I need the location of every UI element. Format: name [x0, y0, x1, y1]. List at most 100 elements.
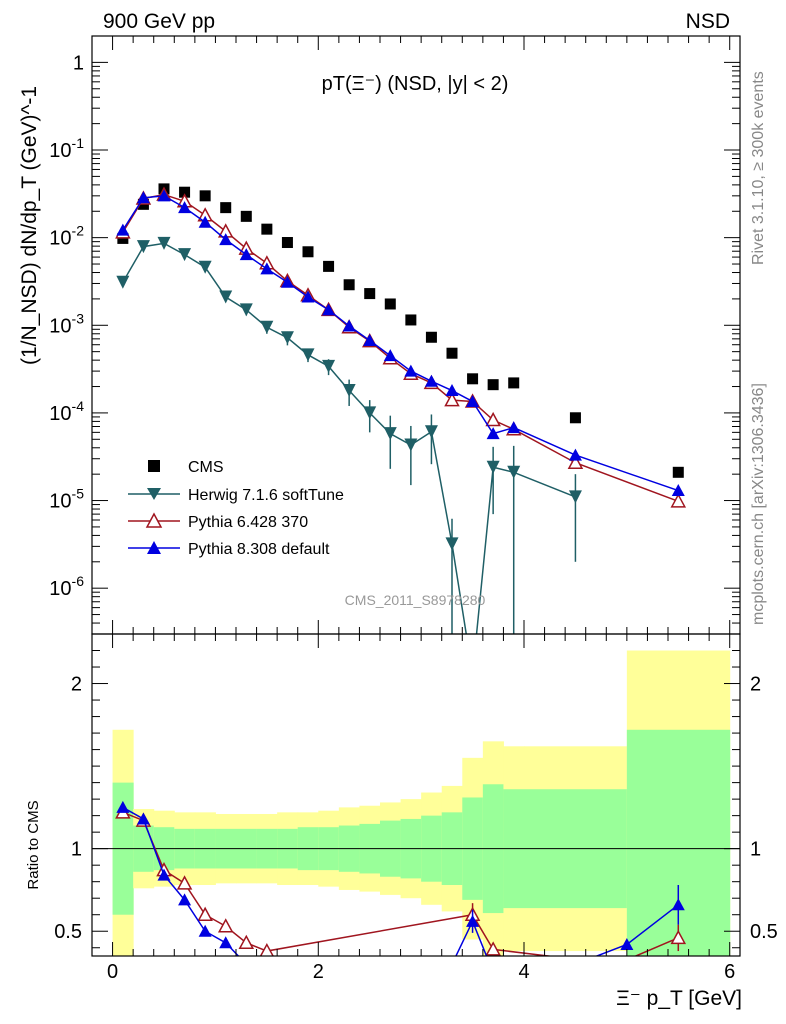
data-point-herwig	[178, 248, 192, 262]
data-point-herwig	[445, 537, 459, 551]
data-point-cms	[323, 260, 335, 272]
data-point-herwig	[322, 359, 336, 373]
ratio-point-pythia6	[197, 906, 213, 921]
data-point-herwig	[383, 427, 397, 441]
ratio-line-pythia6	[122, 811, 679, 956]
data-point-cms	[508, 377, 520, 389]
data-point-cms	[405, 314, 417, 326]
data-point-herwig	[568, 490, 582, 504]
legend-label-pythia8: Pythia 8.308 default	[188, 541, 330, 558]
data-point-pythia6	[485, 411, 501, 427]
header-left-label: 900 GeV pp	[103, 10, 215, 33]
y-tick-label: 10-6	[49, 573, 84, 600]
data-point-pythia8	[383, 349, 397, 362]
data-point-pythia8	[157, 189, 171, 202]
data-point-herwig	[363, 406, 377, 420]
data-point-cms	[364, 288, 376, 300]
y-tick-label: 10-1	[49, 135, 84, 162]
data-point-pythia8	[198, 215, 212, 228]
ratio-y-tick-label-right: 1	[750, 839, 761, 861]
data-point-cms	[487, 379, 499, 391]
data-point-pythia8	[424, 374, 438, 387]
ratio-point-pythia6	[259, 942, 274, 956]
legend-label-pythia6: Pythia 6.428 370	[188, 514, 308, 531]
data-point-pythia8	[363, 334, 377, 347]
data-point-herwig	[342, 384, 356, 398]
data-point-cms	[281, 237, 293, 249]
legend-marker-pythia8	[147, 541, 161, 554]
data-point-cms	[384, 298, 396, 310]
data-point-herwig	[486, 460, 500, 474]
analysis-watermark: CMS_2011_S8978280	[345, 592, 486, 608]
ratio-point-pythia6	[217, 918, 234, 933]
header-right-label: NSD	[686, 10, 730, 33]
y-tick-label: 10-4	[49, 398, 84, 425]
data-point-pythia6	[444, 392, 460, 407]
data-point-cms	[220, 202, 232, 214]
data-point-herwig	[116, 275, 130, 289]
data-point-pythia8	[219, 233, 233, 246]
data-point-cms	[302, 246, 314, 258]
legend-item-pythia8: Pythia 8.308 default	[128, 541, 330, 558]
data-point-cms	[569, 412, 581, 424]
ratio-uncertainty-bands	[92, 650, 740, 956]
data-point-pythia8	[445, 384, 459, 397]
ratio-point-pythia6	[238, 934, 255, 950]
series-line-pythia8	[122, 195, 679, 492]
series-line-pythia6	[122, 193, 679, 503]
data-point-herwig	[239, 303, 253, 317]
data-point-cms	[343, 279, 355, 291]
ratio-point-pythia6	[176, 875, 193, 890]
data-point-pythia8	[301, 290, 315, 303]
data-point-herwig	[507, 465, 521, 479]
x-tick-label: 6	[724, 961, 735, 983]
y-tick-label: 10-2	[49, 223, 84, 250]
data-point-pythia6	[567, 454, 584, 469]
data-point-pythia8	[568, 448, 582, 461]
legend-label-cms: CMS	[188, 459, 224, 476]
x-axis-label: Ξ⁻ p_T [GeV]	[616, 987, 742, 1010]
y-tick-label: 10-3	[49, 310, 84, 337]
main-y-axis-label: (1/N_NSD) dN/dp_T (GeV)^-1	[18, 86, 41, 365]
data-point-pythia8	[260, 262, 274, 275]
source-label: mcplots.cern.ch [arXiv:1306.3436]	[750, 383, 767, 625]
data-point-herwig	[301, 348, 315, 362]
legend-marker-cms	[148, 460, 160, 472]
y-tick-label: 10-5	[49, 486, 84, 513]
data-point-cms	[199, 190, 211, 202]
data-point-pythia8	[342, 319, 356, 332]
data-point-pythia8	[322, 303, 336, 316]
data-point-cms	[425, 331, 437, 343]
legend-label-herwig: Herwig 7.1.6 softTune	[188, 487, 344, 504]
ratio-point-pythia8	[219, 936, 233, 949]
ratio-point-pythia8	[198, 924, 212, 937]
main-title: pT(Ξ⁻) (NSD, |y| < 2)	[322, 73, 509, 95]
ratio-point-pythia6	[485, 941, 501, 956]
y-tick-label: 1	[73, 52, 84, 74]
ratio-point-pythia8	[466, 914, 480, 927]
legend: CMS Herwig 7.1.6 softTune Pythia 6.428 3…	[128, 459, 344, 558]
data-point-pythia8	[116, 223, 130, 236]
data-point-pythia8	[404, 364, 418, 377]
data-point-cms	[467, 373, 479, 385]
ratio-point-pythia8	[136, 812, 150, 825]
legend-item-herwig: Herwig 7.1.6 softTune	[128, 487, 344, 504]
legend-item-pythia6: Pythia 6.428 370	[128, 512, 308, 531]
legend-marker-herwig	[147, 488, 161, 500]
data-point-herwig	[157, 236, 171, 250]
legend-marker-pythia6	[145, 512, 163, 528]
data-point-cms	[240, 210, 252, 222]
x-tick-label: 0	[107, 961, 118, 983]
data-point-herwig	[424, 425, 438, 439]
ratio-point-pythia8	[671, 898, 685, 911]
x-tick-label: 4	[518, 961, 529, 983]
data-point-cms	[261, 223, 273, 235]
ratio-series-layer	[115, 800, 687, 956]
ratio-y-tick-label: 2	[71, 674, 82, 696]
ratio-point-pythia8	[116, 800, 130, 813]
ratio-y-tick-label-right: 0.5	[750, 921, 778, 943]
axis-ticks: 0 2 4 6 1 10-1 10-2 10-3 10-4 10-5 10-6 0.5 0.5 1 1 2 2	[49, 35, 778, 983]
data-point-cms	[179, 186, 191, 198]
legend-item-cms: CMS	[148, 459, 224, 476]
